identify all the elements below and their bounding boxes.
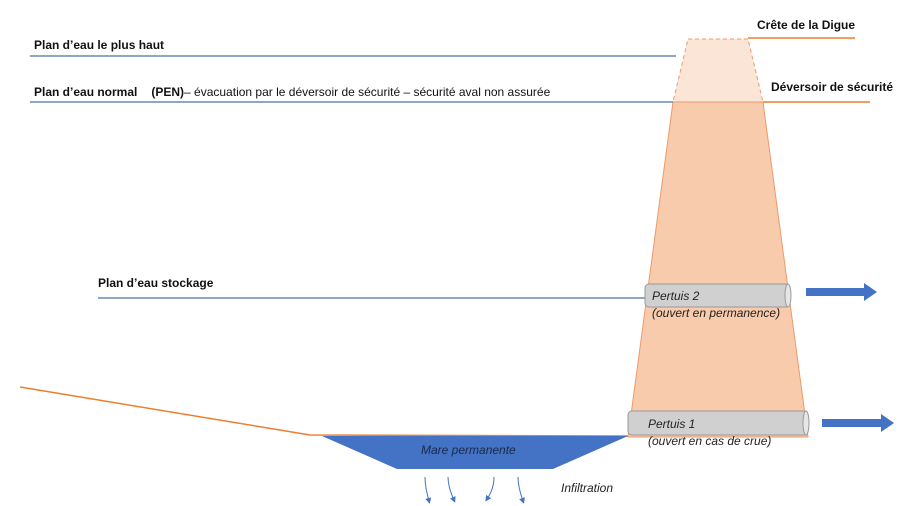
normal-level-label: Plan d’eau normal (PEN)– évacuation par l… bbox=[34, 85, 551, 99]
permanent-pond bbox=[322, 436, 628, 469]
outlet-1-pipe bbox=[627, 410, 810, 436]
infiltration-arrows-icon bbox=[424, 476, 525, 504]
highest-level-label: Plan d’eau le plus haut bbox=[34, 38, 164, 52]
dam-body bbox=[627, 101, 809, 438]
outlet-1-note: (ouvert en cas de crue) bbox=[648, 434, 771, 448]
outlet-1-name: Pertuis 1 bbox=[648, 417, 695, 431]
ground-line bbox=[19, 386, 629, 437]
normal-level-desc: – évacuation par le déversoir de sécurit… bbox=[184, 85, 551, 99]
storage-level-label: Plan d’eau stockage bbox=[98, 276, 214, 290]
crest-label: Crête de la Digue bbox=[757, 18, 855, 32]
dam-upper-dashed bbox=[672, 38, 764, 103]
outlet-2-note: (ouvert en permanence) bbox=[652, 306, 780, 320]
spillway-label: Déversoir de sécurité bbox=[771, 80, 893, 94]
infiltration-label: Infiltration bbox=[561, 481, 613, 495]
normal-level-abbr: (PEN) bbox=[151, 85, 184, 99]
outlet-2-name: Pertuis 2 bbox=[652, 289, 700, 303]
outflow-arrow-2-icon bbox=[806, 283, 877, 301]
outflow-arrow-1-icon bbox=[822, 414, 894, 432]
outlet-2-pipe bbox=[644, 283, 792, 308]
normal-level-name: Plan d’eau normal bbox=[34, 85, 137, 99]
pond-label: Mare permanente bbox=[421, 443, 516, 457]
